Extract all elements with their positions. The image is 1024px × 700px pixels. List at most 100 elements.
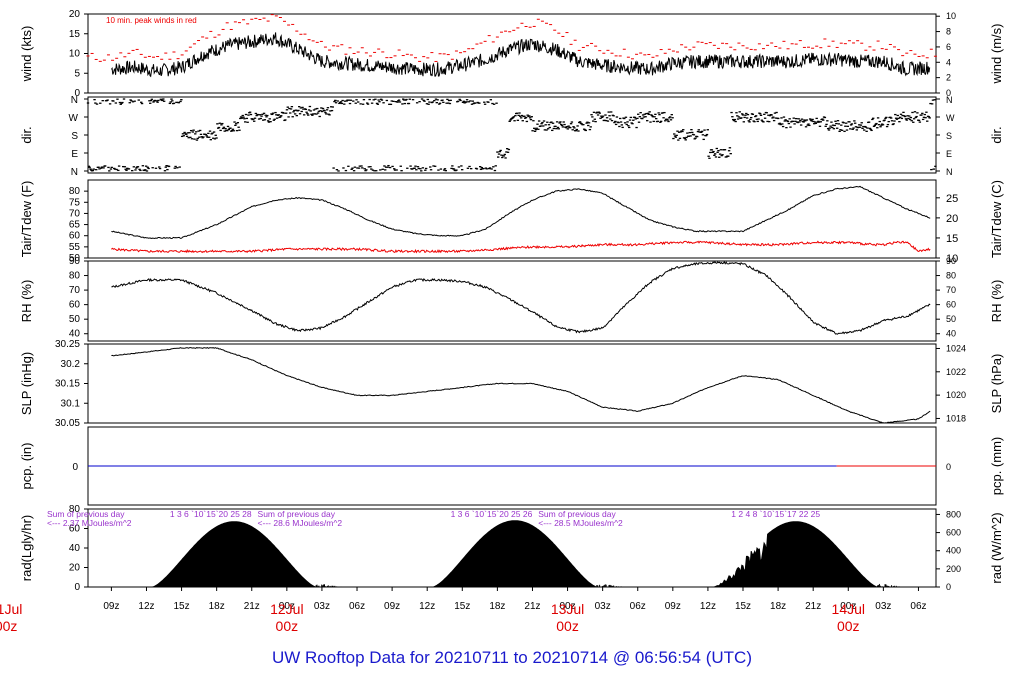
- dir-ylabel-right: dir.: [989, 126, 1004, 143]
- temp-ytick-left-label: 50: [69, 253, 81, 264]
- wind-ytick-right-label: 10: [946, 11, 956, 21]
- day-label-date: 12Jul: [270, 601, 303, 617]
- rad-annotation: Sum of previous day: [258, 509, 336, 519]
- rad-day-area: [432, 520, 597, 588]
- slp-ylabel-left: SLP (inHg): [19, 352, 34, 415]
- wind-ytick-left-label: 10: [69, 49, 81, 60]
- day-label-time: 00z: [276, 618, 299, 634]
- pcp-ytick-right-label: 0: [946, 462, 951, 472]
- wind-ytick-left-label: 15: [69, 29, 81, 40]
- temp-ytick-right-label: 25: [946, 193, 958, 205]
- x-tick-label: 00z: [840, 601, 856, 612]
- slp-ytick-right-label: 1020: [946, 390, 966, 400]
- x-tick-label: 12z: [419, 601, 435, 612]
- rad-ytick-left-label: 40: [69, 543, 81, 554]
- x-tick-label: 21z: [244, 601, 260, 612]
- x-tick-label: 15z: [174, 601, 190, 612]
- x-tick-label: 15z: [454, 601, 470, 612]
- day-label-date: 11Jul: [0, 601, 22, 617]
- x-tick-label: 18z: [770, 601, 786, 612]
- dir-ytick-right-label: S: [946, 131, 952, 141]
- rh-ytick-left-label: 60: [69, 300, 81, 311]
- wind-ylabel-left: wind (kts): [19, 26, 34, 83]
- wind-ytick-right-label: 0: [946, 88, 951, 98]
- temp-ylabel-left: Tair/Tdew (F): [19, 181, 34, 258]
- temp-ytick-right-label: 15: [946, 233, 958, 245]
- x-tick-label: 03z: [595, 601, 611, 612]
- slp-ytick-right-label: 1022: [946, 367, 966, 377]
- temp-ytick-left-label: 60: [69, 231, 81, 242]
- x-tick-label: 09z: [384, 601, 400, 612]
- wind-ytick-right-label: 2: [946, 73, 951, 83]
- x-tick-label: 12z: [138, 601, 154, 612]
- slp-ytick-left-label: 30.2: [61, 359, 81, 370]
- rad-annotation: <--- 2.37 MJoules/m^2: [47, 518, 132, 528]
- wind-ytick-right-label: 6: [946, 42, 951, 52]
- rh-ytick-left-label: 50: [69, 314, 81, 325]
- dir-ytick-right-label: N: [946, 167, 953, 177]
- rad-annotation: <--- 28.6 MJoules/m^2: [258, 518, 343, 528]
- day-label-date: 13Jul: [551, 601, 584, 617]
- x-tick-label: 03z: [314, 601, 330, 612]
- x-tick-label: 18z: [209, 601, 225, 612]
- rad-ytick-left-label: 80: [69, 504, 81, 515]
- wind-ytick-left-label: 0: [74, 88, 80, 99]
- rad-ytick-right-label: 200: [946, 564, 961, 574]
- wind-ylabel-right: wind (m/s): [989, 24, 1004, 85]
- day-label-date: 14Jul: [832, 601, 865, 617]
- day-label-time: 00z: [837, 618, 860, 634]
- wind-ytick-right-label: 8: [946, 27, 951, 37]
- rad-top-label: 1 3 6 `10`15`20 25 26: [451, 509, 533, 519]
- temp-ytick-left-label: 70: [69, 208, 81, 219]
- x-tick-label: 09z: [103, 601, 119, 612]
- day-label-time: 00z: [0, 618, 17, 634]
- page-title: UW Rooftop Data for 20210711 to 20210714…: [271, 648, 752, 667]
- dir-ytick-left-label: N: [71, 95, 78, 106]
- rh-ytick-right-label: 60: [946, 300, 956, 310]
- dir-ytick-left-label: S: [71, 131, 78, 142]
- temp-ytick-right-label: 20: [946, 213, 958, 225]
- rad-ytick-right-label: 400: [946, 546, 961, 556]
- temp-ytick-left-label: 65: [69, 220, 81, 231]
- rh-ytick-right-label: 50: [946, 314, 956, 324]
- rh-ytick-right-label: 40: [946, 329, 956, 339]
- rad-annotation: <--- 28.5 MJoules/m^2: [538, 518, 623, 528]
- slp-series-slp: [111, 347, 931, 424]
- temp-ytick-left-label: 55: [69, 242, 81, 253]
- rad-ytick-left-label: 0: [74, 582, 80, 593]
- dir-ytick-left-label: N: [71, 167, 78, 178]
- temp-ylabel-right: Tair/Tdew (C): [989, 180, 1004, 258]
- rad-top-label: 1 3 6 `10`15`20 25 28: [170, 509, 252, 519]
- x-tick-label: 00z: [559, 601, 575, 612]
- rad-annotation: Sum of previous day: [47, 509, 125, 519]
- slp-ytick-right-label: 1018: [946, 413, 966, 423]
- rh-ytick-left-label: 70: [69, 285, 81, 296]
- temp-panel-frame: [87, 179, 937, 259]
- x-tick-label: 06z: [910, 601, 926, 612]
- slp-ytick-left-label: 30.1: [61, 398, 81, 409]
- dir-ytick-right-label: N: [946, 95, 953, 105]
- slp-ylabel-right: SLP (hPa): [989, 354, 1004, 414]
- x-tick-label: 21z: [805, 601, 821, 612]
- rad-day-area: [152, 521, 317, 588]
- x-tick-label: 06z: [630, 601, 646, 612]
- dir-ytick-left-label: E: [71, 149, 78, 160]
- temp-series-tair: [111, 185, 931, 240]
- rad-ylabel-right: rad (W/m^2): [989, 512, 1004, 583]
- rad-ytick-right-label: 800: [946, 509, 961, 519]
- x-tick-label: 03z: [875, 601, 891, 612]
- temp-ytick-left-label: 80: [69, 186, 81, 197]
- rad-day-area: [713, 521, 878, 588]
- temp-series-tdew: [111, 240, 931, 254]
- x-tick-label: 15z: [735, 601, 751, 612]
- rh-ytick-right-label: 90: [946, 256, 956, 266]
- x-tick-label: 06z: [349, 601, 365, 612]
- dir-ytick-left-label: W: [69, 113, 79, 124]
- wind-annotation: 10 min. peak winds in red: [106, 16, 197, 25]
- slp-ytick-left-label: 30.25: [55, 339, 80, 350]
- rad-ytick-right-label: 600: [946, 528, 961, 538]
- wind-ytick-left-label: 20: [69, 9, 81, 20]
- slp-ytick-right-label: 1024: [946, 343, 966, 353]
- rh-ylabel-left: RH (%): [19, 280, 34, 323]
